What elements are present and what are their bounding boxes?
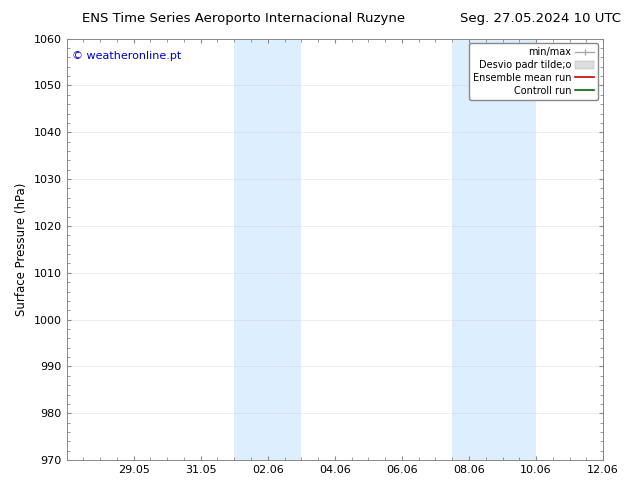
Legend: min/max, Desvio padr tilde;o, Ensemble mean run, Controll run: min/max, Desvio padr tilde;o, Ensemble m… — [469, 44, 598, 100]
Bar — [452, 39, 536, 460]
Text: © weatheronline.pt: © weatheronline.pt — [72, 51, 181, 61]
Text: ENS Time Series Aeroporto Internacional Ruzyne: ENS Time Series Aeroporto Internacional … — [82, 12, 406, 25]
Y-axis label: Surface Pressure (hPa): Surface Pressure (hPa) — [15, 183, 28, 316]
Text: Seg. 27.05.2024 10 UTC: Seg. 27.05.2024 10 UTC — [460, 12, 621, 25]
Bar — [234, 39, 301, 460]
